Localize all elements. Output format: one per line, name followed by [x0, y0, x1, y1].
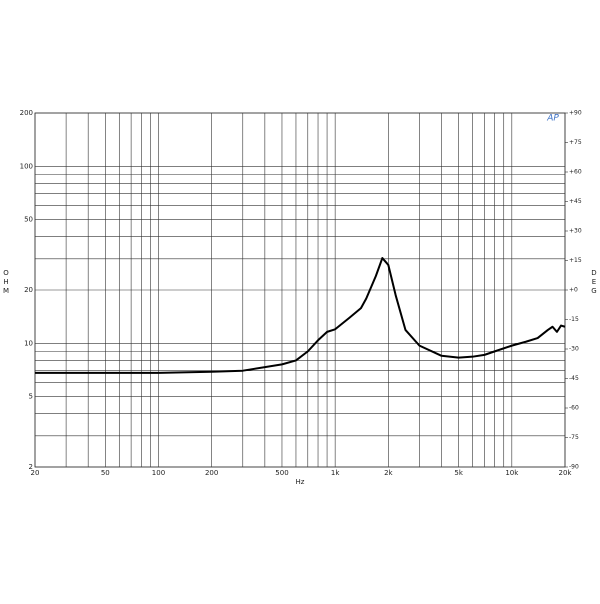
- y2-axis-label: DEG: [591, 269, 596, 295]
- x-tick-label: 20k: [559, 469, 573, 477]
- x-tick-label: 5k: [454, 469, 463, 477]
- y2-tick-label: +45: [569, 198, 582, 205]
- x-tick-label: 10k: [505, 469, 519, 477]
- x-tick-label: 50: [101, 469, 110, 477]
- svg-text:O: O: [3, 269, 9, 277]
- y2-tick-label: +90: [569, 110, 582, 117]
- y2-tick-label: -60: [569, 405, 579, 412]
- y-tick-label: 100: [20, 162, 33, 170]
- y2-tick-label: -90: [569, 464, 579, 471]
- y-tick-label: 10: [24, 339, 33, 347]
- svg-text:G: G: [591, 287, 596, 295]
- y-axis-label: OHM: [3, 269, 9, 295]
- y-tick-label: 2: [29, 463, 33, 471]
- x-tick-label: 20: [31, 469, 40, 477]
- y2-tick-label: -45: [569, 375, 579, 382]
- y2-tick-label: -15: [569, 316, 579, 323]
- x-tick-label: 500: [275, 469, 288, 477]
- x-tick-label: 2k: [384, 469, 393, 477]
- y2-tick-label: +75: [569, 139, 582, 146]
- x-tick-label: 100: [152, 469, 165, 477]
- logo: AP: [546, 114, 559, 124]
- svg-text:M: M: [3, 287, 9, 295]
- y2-tick-label: -75: [569, 434, 579, 441]
- x-tick-label: 200: [205, 469, 218, 477]
- y2-tick-label: +30: [569, 228, 582, 235]
- svg-text:H: H: [3, 278, 8, 286]
- x-axis-label: Hz: [296, 478, 305, 486]
- y2-tick-label: +60: [569, 169, 582, 176]
- svg-text:D: D: [591, 269, 596, 277]
- line: [35, 257, 566, 374]
- x-tick-label: 1k: [331, 469, 340, 477]
- y2-tick-label: +0: [569, 287, 578, 294]
- y-tick-label: 50: [24, 216, 33, 224]
- y-tick-label: 20: [24, 286, 33, 294]
- plot-frame: [34, 112, 566, 468]
- y-tick-label: 5: [29, 393, 33, 401]
- svg-text:E: E: [592, 278, 596, 286]
- y2-tick-label: -30: [569, 346, 579, 353]
- y-tick-label: 200: [20, 109, 33, 117]
- y2-tick-label: +15: [569, 257, 582, 264]
